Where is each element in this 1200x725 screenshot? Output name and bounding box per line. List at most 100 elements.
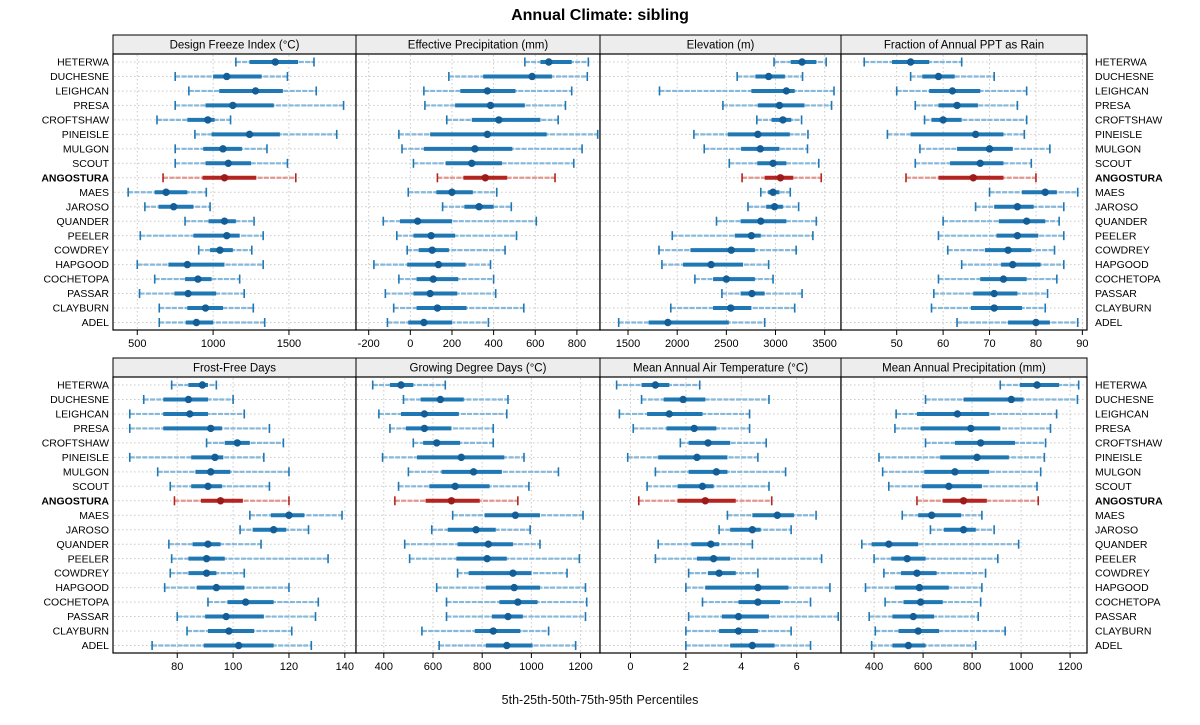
median-dot (469, 468, 478, 476)
whisker-scout (412, 158, 575, 168)
station-label-right: JAROSO (1095, 524, 1138, 536)
whisker-cowdrey (406, 245, 506, 255)
whisker-mulgon (156, 467, 290, 477)
whisker-scout (887, 481, 1038, 491)
median-dot (486, 101, 495, 110)
median-dot (472, 526, 480, 534)
whisker-croftshaw (756, 115, 803, 125)
x-tick-label: 3000 (763, 338, 787, 350)
median-dot (285, 511, 293, 519)
x-tick-label: 1000 (1009, 661, 1033, 673)
median-dot (483, 87, 492, 95)
whisker-jaroso (718, 525, 792, 535)
median-dot (909, 612, 917, 621)
x-tick-label: 800 (568, 338, 586, 350)
x-tick-label: 1200 (568, 661, 592, 673)
x-tick-label: 2 (683, 661, 689, 673)
whisker-mulgon (401, 144, 583, 154)
whisker-pineisle (381, 452, 525, 462)
whisker-jaroso (974, 202, 1065, 212)
station-label-right: SCOUT (1095, 481, 1132, 493)
median-dot (715, 569, 723, 577)
median-dot (216, 497, 225, 505)
median-dot (927, 511, 936, 519)
station-label-left: HAPGOOD (55, 259, 109, 271)
median-dot (162, 188, 170, 196)
median-dot (204, 482, 212, 491)
whisker-cochetopa (701, 597, 812, 607)
median-dot (251, 87, 260, 95)
station-label-left: PINEISLE (62, 129, 109, 141)
whisker-scout (728, 158, 820, 168)
x-tick-label: 6 (794, 661, 800, 673)
panel-fraction-of-annual-ppt-as-rain: Fraction of Annual PPT as Rain 50 60 70 80 90 (840, 34, 1088, 350)
station-label-left: CLAYBURN (53, 626, 109, 638)
whisker-leighcan (128, 409, 246, 419)
whisker-clayburn (685, 626, 792, 636)
whisker-adel (151, 641, 313, 650)
station-label-left: LEIGHCAN (55, 86, 109, 98)
median-dot (432, 439, 441, 447)
whisker-jaroso (239, 525, 310, 535)
whisker-heterwa (235, 57, 315, 67)
median-dot (504, 612, 512, 621)
station-label-right: PASSAR (1095, 288, 1137, 300)
median-dot (747, 231, 756, 240)
station-label-left: SCOUT (72, 158, 109, 170)
median-dot (967, 424, 975, 433)
panel-strip-title: Effective Precipitation (mm) (408, 40, 549, 52)
median-dot (904, 641, 913, 650)
median-dot (511, 511, 520, 519)
median-dot (973, 453, 981, 462)
whisker-passar (384, 289, 497, 299)
whisker-cowdrey (946, 245, 1056, 255)
median-dot (545, 58, 553, 66)
x-tick-label: 500 (128, 338, 146, 350)
whisker-leighcan (658, 86, 835, 96)
median-dot (202, 554, 211, 563)
median-dot (665, 410, 673, 418)
station-label-right: CLAYBURN (1095, 303, 1151, 315)
whisker-heterwa (863, 57, 963, 67)
whisker-duchesne (142, 394, 234, 404)
station-label-left: ANGOSTURA (41, 495, 109, 507)
median-dot (528, 72, 536, 81)
whisker-mulgon (174, 144, 268, 154)
whisker-clayburn (186, 626, 293, 636)
median-dot (990, 304, 998, 312)
median-dot (510, 583, 518, 592)
median-dot (426, 289, 434, 298)
station-label-right: PASSAR (1095, 611, 1137, 623)
whisker-adel (617, 318, 766, 327)
station-label-right: LEIGHCAN (1095, 409, 1149, 421)
whisker-jaroso (430, 525, 531, 535)
whisker-croftshaw (924, 438, 1047, 448)
whisker-peeler (170, 554, 329, 564)
median-dot (471, 145, 479, 153)
station-label-left: DUCHESNE (50, 394, 109, 406)
whisker-clayburn (158, 303, 255, 313)
median-dot (913, 569, 921, 577)
whisker-quander (382, 216, 538, 226)
median-dot (202, 569, 211, 577)
median-dot (483, 130, 492, 139)
whisker-adel (685, 641, 812, 650)
station-label-left: CLAYBURN (53, 303, 109, 315)
station-label-right: CROFTSHAW (1095, 437, 1162, 449)
whisker-duchesne (448, 71, 589, 81)
station-label-left: PEELER (68, 230, 110, 242)
station-label-left: CROFTSHAW (42, 114, 109, 126)
median-dot (664, 318, 672, 327)
whisker-duchesne (924, 394, 1079, 404)
station-label-left: PINEISLE (62, 452, 109, 464)
station-label-right: MAES (1095, 510, 1125, 522)
median-dot (503, 641, 511, 650)
whisker-cowdrey (658, 245, 797, 255)
whisker-peeler (396, 231, 518, 241)
median-dot (413, 217, 422, 225)
whisker-presa (424, 100, 567, 110)
x-tick-label: 1000 (519, 661, 543, 673)
station-label-left: MULGON (63, 466, 109, 478)
median-dot (1033, 381, 1041, 389)
whisker-hapgood (136, 260, 264, 270)
